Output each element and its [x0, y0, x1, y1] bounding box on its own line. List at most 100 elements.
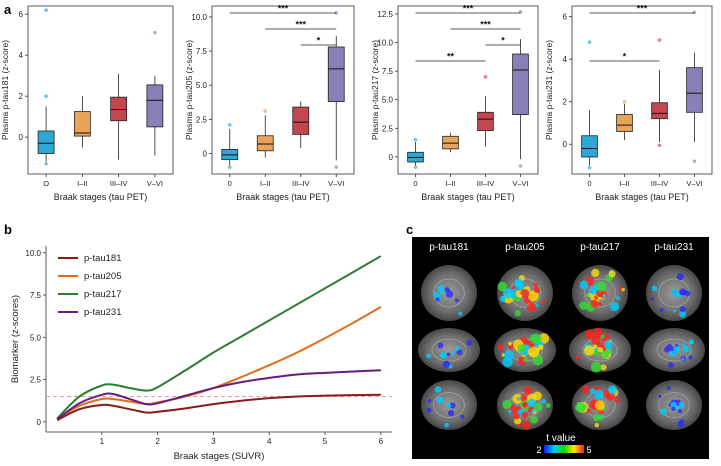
- activation-blob: [458, 311, 463, 316]
- x-tick-label: 1: [100, 437, 105, 446]
- outlier-point: [413, 137, 418, 142]
- x-tick-label: 5: [323, 437, 328, 446]
- brain-column-title-4: p-tau231: [654, 242, 694, 253]
- y-tick-label: 6: [19, 10, 24, 19]
- y-tick-label: 2: [19, 92, 24, 101]
- significance-label: ***: [480, 20, 491, 30]
- activation-blob: [526, 302, 536, 312]
- outlier-point: [227, 123, 232, 127]
- colorbar-label: t value: [546, 433, 576, 444]
- box-iqr: [651, 102, 668, 120]
- legend-label-p-tau217: p-tau217: [84, 289, 122, 300]
- outlier-point: [518, 164, 523, 168]
- activation-blob: [537, 344, 544, 351]
- y-tick-label: 10.0: [377, 39, 393, 48]
- plot-frame: [27, 5, 174, 175]
- box-iqr: [37, 130, 55, 154]
- y-tick-label: 0: [37, 418, 42, 427]
- box-iqr: [581, 135, 598, 158]
- activation-blob: [679, 306, 686, 313]
- activation-blob: [516, 423, 521, 427]
- x-tick-label: I–II: [260, 179, 270, 188]
- activation-blob: [502, 399, 512, 410]
- activation-blob: [610, 302, 620, 312]
- activation-blob: [592, 344, 598, 349]
- activation-blob: [533, 402, 543, 412]
- x-tick-label: 6: [379, 437, 384, 446]
- y-tick-label: 0: [203, 150, 208, 159]
- activation-blob: [426, 353, 431, 359]
- series-line-p-tau217: [56, 255, 382, 420]
- activation-blob: [518, 294, 523, 298]
- activation-blob: [650, 296, 655, 301]
- y-axis-label: Plasma p-tau217 (z-score): [370, 40, 380, 140]
- y-tick-label: 5.0: [30, 333, 42, 342]
- panel-label-b: b: [4, 222, 12, 237]
- brain-column-title-3: p-tau217: [580, 242, 620, 253]
- x-tick-label: 0: [228, 179, 232, 188]
- y-tick-label: 0: [19, 133, 24, 142]
- activation-blob: [666, 386, 671, 391]
- boxplot-p-tau205: 0 2.5 5.0 7.5 10.0 Plasma p-tau205 (z-score) 0…: [184, 4, 355, 202]
- activation-blob: [444, 422, 449, 428]
- y-tick-label: 0: [563, 140, 568, 149]
- significance-label: *: [623, 52, 627, 62]
- activation-blob: [688, 340, 693, 345]
- significance-label: ***: [637, 4, 648, 14]
- y-tick-label: 2.5: [30, 376, 42, 385]
- activation-blob: [672, 309, 676, 313]
- significance-label: *: [317, 36, 321, 46]
- activation-blob: [598, 409, 605, 416]
- activation-blob: [600, 364, 607, 371]
- brain-column-title-1: p-tau181: [429, 242, 469, 253]
- series-line-p-tau181: [56, 393, 381, 422]
- activation-blob: [607, 385, 618, 395]
- brain-structure: [433, 278, 465, 308]
- activation-blob: [466, 339, 473, 346]
- activation-blob: [688, 355, 693, 360]
- activation-blob: [513, 412, 520, 420]
- activation-blob: [456, 349, 463, 356]
- box-iqr: [616, 114, 633, 132]
- x-tick-label: I–II: [77, 179, 87, 188]
- plot-frame: [397, 5, 539, 175]
- activation-blob: [434, 386, 442, 393]
- activation-blob: [516, 396, 521, 401]
- activation-blob: [682, 345, 690, 353]
- brain-slices: [418, 265, 705, 430]
- activation-blob: [426, 407, 432, 413]
- activation-blob: [527, 398, 537, 408]
- activation-blob: [586, 408, 591, 413]
- activation-blob: [535, 303, 539, 308]
- outlier-point: [263, 109, 268, 113]
- x-tick-label: III–IV: [110, 179, 128, 188]
- activation-blob: [499, 295, 506, 303]
- y-tick-label: 4: [19, 51, 24, 60]
- activation-blob: [616, 296, 621, 300]
- activation-blob: [670, 401, 678, 409]
- activation-blob: [531, 333, 542, 344]
- activation-blob: [659, 307, 664, 313]
- y-axis-label: Biomarker (z-scores): [10, 295, 21, 383]
- activation-blob: [531, 409, 536, 413]
- activation-blob: [606, 343, 613, 350]
- box-iqr: [512, 53, 529, 115]
- y-tick-label: 7.5: [196, 47, 208, 56]
- activation-blob: [579, 280, 589, 290]
- activation-blob: [435, 297, 440, 302]
- plot-frame: [571, 5, 713, 175]
- activation-blob: [666, 343, 673, 350]
- series-line-p-tau231: [56, 369, 381, 421]
- activation-blob: [670, 288, 678, 296]
- activation-blob: [508, 409, 512, 414]
- activation-blob: [532, 354, 544, 366]
- activation-blob: [678, 402, 683, 406]
- y-tick-label: 2.5: [382, 124, 394, 133]
- activation-blob: [669, 350, 676, 357]
- activation-blob: [591, 335, 601, 345]
- activation-blob: [442, 360, 451, 368]
- y-tick-label: 2.5: [196, 115, 208, 124]
- activation-blob: [438, 287, 445, 294]
- x-axis-label: Braak stages (tau PET): [236, 192, 330, 202]
